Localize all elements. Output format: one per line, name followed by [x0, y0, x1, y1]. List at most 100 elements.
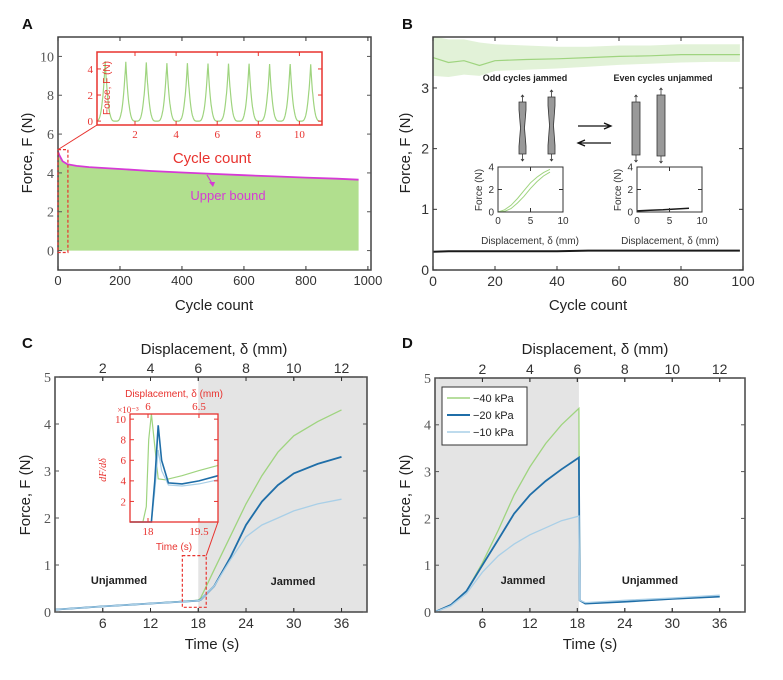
x-tick-label: 100 [731, 273, 755, 289]
left-arrow-icon [576, 139, 611, 147]
c-inset-axes [129, 413, 219, 523]
x-tick-label: 800 [295, 273, 317, 288]
x-tick-label: 4 [147, 360, 155, 376]
jammed-specimen-1 [518, 101, 527, 155]
y-tick-label: 4 [47, 167, 54, 182]
d-series-dark_blue [434, 455, 720, 613]
legend-label-40: −40 kPa [473, 393, 515, 405]
d-region-right: Unjammed [622, 575, 678, 587]
y-tick-label: 0 [44, 606, 51, 621]
c-inset-series-dark_blue [130, 425, 219, 523]
c-ylabel: Force, F (N) [17, 455, 34, 536]
a-cycle-area [58, 151, 359, 251]
y-tick-label: 5 [424, 372, 431, 387]
x-tick-label: 10 [286, 360, 302, 376]
x-tick-label: 12 [334, 360, 350, 376]
x-tick-label: 10 [557, 216, 569, 227]
odd-cycles-label: Odd cycles jammed [483, 73, 568, 83]
d-region-left: Jammed [501, 575, 546, 587]
x-tick-label: 5 [667, 216, 673, 227]
y-tick-label: 1 [44, 559, 51, 574]
b-inset-curve [636, 207, 690, 212]
y-tick-label: 0 [424, 606, 431, 621]
jammed-specimen-1-arrows [520, 94, 525, 162]
a-zoom-region [57, 149, 69, 254]
x-tick-label: 6.5 [192, 401, 206, 413]
y-tick-label: 4 [88, 64, 94, 76]
c-axes [54, 376, 368, 613]
b-axes [432, 36, 744, 271]
c-series-light_blue [54, 498, 342, 611]
y-tick-label: 10 [115, 414, 127, 426]
y-tick-label: 8 [47, 89, 54, 104]
a-inset-axes [96, 51, 323, 126]
x-tick-label: 12 [712, 361, 728, 377]
y-tick-label: 2 [627, 185, 633, 196]
x-tick-label: 30 [664, 615, 680, 631]
y-tick-label: 1 [421, 201, 429, 217]
x-tick-label: 6 [145, 401, 151, 413]
x-tick-label: 0 [54, 273, 61, 288]
x-tick-label: 10 [696, 216, 708, 227]
x-tick-label: 60 [611, 273, 627, 289]
legend-label-20: −20 kPa [473, 410, 515, 422]
upper-bound-label: Upper bound [190, 188, 265, 203]
x-tick-label: 6 [573, 361, 581, 377]
x-tick-label: 24 [238, 615, 254, 631]
y-tick-label: 10 [40, 50, 54, 65]
even-cycles-label: Even cycles unjammed [613, 73, 712, 83]
y-tick-label: 4 [488, 163, 494, 174]
b-inset-bg [637, 167, 702, 212]
x-tick-label: 200 [109, 273, 131, 288]
d-x2label: Displacement, δ (mm) [522, 341, 669, 358]
x-tick-label: 2 [479, 361, 487, 377]
y-tick-label: 3 [421, 80, 429, 96]
x-tick-label: 0 [634, 216, 640, 227]
right-arrow-icon [578, 122, 613, 130]
x-tick-label: 400 [171, 273, 193, 288]
y-tick-label: 2 [121, 496, 127, 508]
y-tick-label: 0 [488, 208, 494, 219]
y-tick-label: 4 [121, 476, 127, 488]
unjammed-specimen-1-arrows [634, 94, 638, 163]
b-ylabel: Force, F (N) [397, 113, 414, 194]
y-tick-label: 5 [44, 371, 51, 386]
d-xlabel: Time (s) [563, 636, 617, 653]
x-tick-label: 0 [429, 273, 437, 289]
b-even-line [432, 249, 740, 253]
legend-label-10: −10 kPa [473, 427, 515, 439]
c-zoom-connector [205, 521, 219, 556]
panel-label-a: A [22, 16, 33, 33]
a-inset-force-line [96, 61, 322, 122]
x-tick-label: 5 [528, 216, 534, 227]
y-tick-label: 2 [44, 512, 51, 527]
c-inset-xlabel: Time (s) [156, 542, 192, 553]
c-inset-ylabel: dF/dδ [98, 458, 109, 482]
x-tick-label: 80 [673, 273, 689, 289]
b-inset1-ylabel: Force (N) [474, 169, 485, 211]
x-tick-label: 18 [143, 526, 155, 538]
x-tick-label: 20 [487, 273, 503, 289]
x-tick-label: 6 [194, 360, 202, 376]
a-ylabel: Force, F (N) [19, 113, 36, 194]
y-tick-label: 2 [421, 141, 429, 157]
y-tick-label: 0 [88, 116, 94, 128]
a-zoom-connector [57, 124, 98, 151]
x-tick-label: 1000 [353, 273, 382, 288]
jammed-specimen-2 [547, 96, 556, 155]
x-tick-label: 24 [617, 615, 633, 631]
c-region-left: Unjammed [91, 575, 147, 587]
x-tick-label: 2 [99, 360, 107, 376]
y-tick-label: 6 [47, 128, 54, 143]
b-xlabel: Cycle count [549, 297, 628, 314]
a-inset-xlabel: Cycle count [173, 150, 252, 167]
y-tick-label: 3 [44, 465, 51, 480]
c-x2label: Displacement, δ (mm) [141, 341, 288, 358]
x-tick-label: 6 [214, 129, 220, 141]
a-inset-ylabel: Force, F (N) [102, 61, 113, 115]
unjammed-specimen-2 [656, 94, 666, 157]
x-tick-label: 4 [526, 361, 534, 377]
b-odd-line [432, 54, 740, 67]
x-tick-label: 18 [570, 615, 586, 631]
b-inset1-xlabel: Displacement, δ (mm) [481, 236, 579, 247]
